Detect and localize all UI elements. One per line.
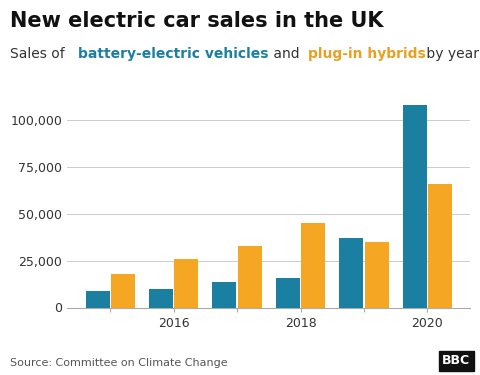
- Text: Source: Committee on Climate Change: Source: Committee on Climate Change: [10, 357, 227, 368]
- Text: BBC: BBC: [442, 354, 470, 368]
- Bar: [301, 223, 325, 308]
- Text: Sales of: Sales of: [10, 47, 69, 61]
- Bar: [276, 278, 300, 308]
- Bar: [428, 184, 452, 308]
- Bar: [111, 274, 135, 308]
- Bar: [149, 289, 173, 308]
- Bar: [403, 105, 427, 308]
- Bar: [212, 282, 237, 308]
- Text: battery-electric vehicles: battery-electric vehicles: [78, 47, 269, 61]
- Bar: [238, 246, 262, 308]
- Bar: [364, 242, 389, 308]
- Text: plug-in hybrids: plug-in hybrids: [308, 47, 425, 61]
- Text: and: and: [269, 47, 304, 61]
- Bar: [174, 259, 198, 308]
- Bar: [85, 291, 109, 308]
- Text: New electric car sales in the UK: New electric car sales in the UK: [10, 11, 383, 31]
- Text: by year: by year: [422, 47, 479, 61]
- Bar: [339, 238, 363, 308]
